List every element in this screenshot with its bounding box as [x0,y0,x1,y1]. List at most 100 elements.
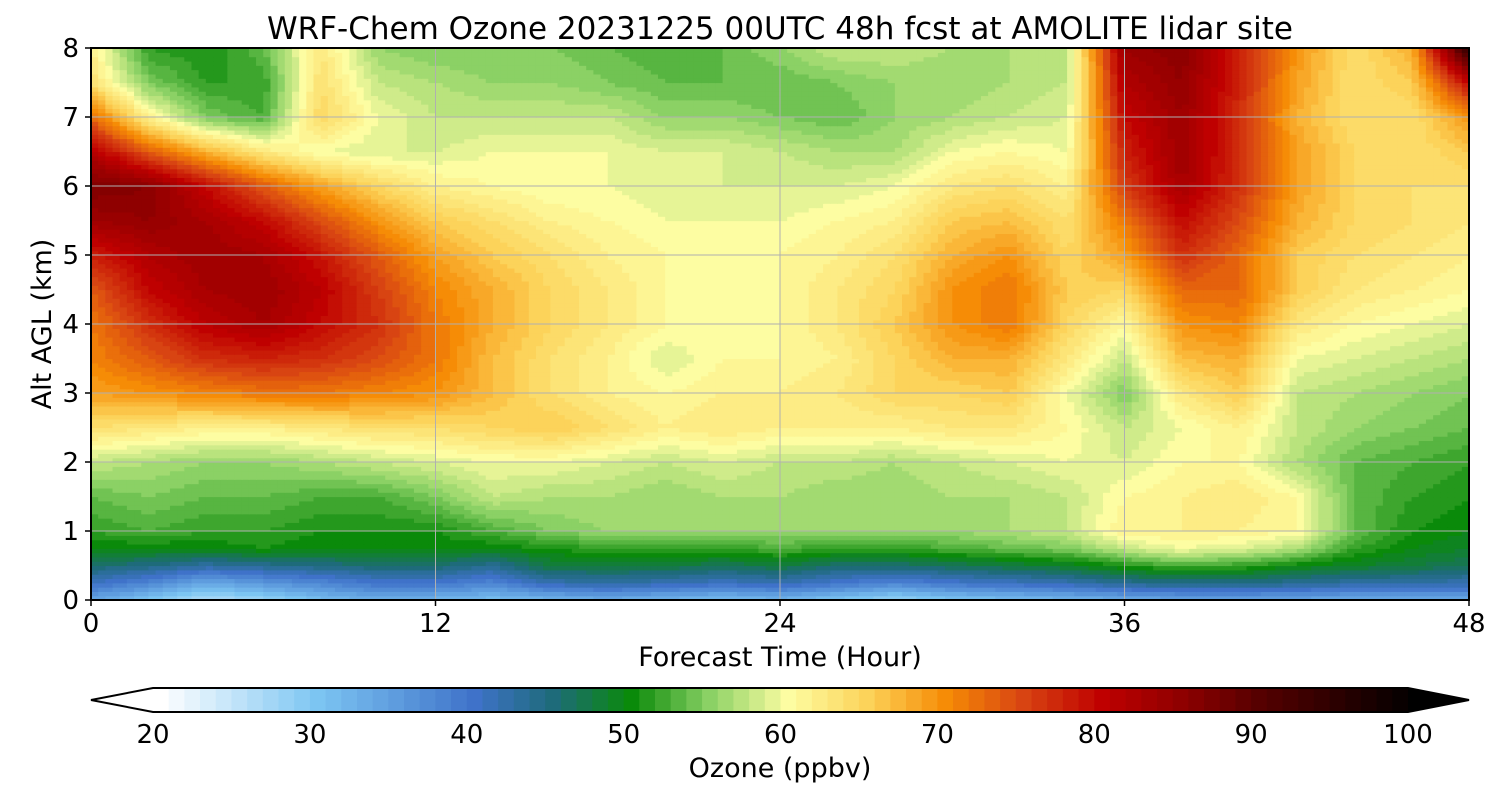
contour-cell [1046,531,1054,536]
contour-cell [1146,501,1154,506]
contour-cell [1132,540,1140,545]
contour-cell [328,574,336,579]
contour-cell [1282,587,1290,592]
contour-cell [1340,509,1348,514]
contour-cell [1139,574,1147,579]
contour-cell [622,570,630,575]
contour-cell [141,587,149,592]
contour-cell [1225,566,1233,571]
contour-cell [1125,518,1133,523]
contour-cell [313,522,321,527]
contour-cell [1261,540,1269,545]
contour-cell [1447,557,1455,562]
contour-cell [1160,509,1168,514]
contour-cell [500,535,508,540]
contour-cell [342,553,350,558]
contour-cell [1290,518,1298,523]
contour-cell [766,574,774,579]
contour-cell [845,522,853,527]
contour-cell [529,531,537,536]
contour-cell [1311,544,1319,549]
contour-cell [1017,574,1025,579]
contour-cell [608,553,616,558]
contour-cell [1376,501,1384,506]
contour-cell [191,570,199,575]
contour-cell [1218,578,1226,583]
contour-cell [1433,591,1441,596]
contour-cell [852,583,860,588]
contour-cell [134,522,142,527]
contour-cell [909,578,917,583]
contour-cell [1354,570,1362,575]
contour-cell [378,578,386,583]
contour-cell [1275,578,1283,583]
contour-cell [952,540,960,545]
contour-cell [773,553,781,558]
contour-cell [421,501,429,506]
contour-cell [1074,557,1082,562]
contour-cell [249,497,257,502]
contour-cell [514,488,522,493]
contour-cell [536,540,544,545]
contour-cell [1046,570,1054,575]
contour-cell [270,531,278,536]
contour-cell [1024,561,1032,566]
contour-cell [1046,501,1054,506]
contour-cell [249,540,257,545]
contour-cell [1390,488,1398,493]
contour-cell [220,583,228,588]
contour-cell [1189,531,1197,536]
contour-cell [91,583,99,588]
contour-cell [414,509,422,514]
contour-cell [1361,531,1369,536]
contour-cell [1376,544,1384,549]
contour-cell [1455,583,1463,588]
contour-cell [1189,492,1197,497]
contour-cell [522,566,530,571]
contour-cell [1175,583,1183,588]
contour-cell [773,497,781,502]
contour-cell [1282,574,1290,579]
contour-cell [1254,578,1262,583]
contour-cell [629,531,637,536]
contour-cell [1002,509,1010,514]
contour-cell [1060,557,1068,562]
contour-cell [888,531,896,536]
contour-cell [414,578,422,583]
contour-cell [1325,501,1333,506]
contour-cell [952,505,960,510]
contour-cell [1175,548,1183,553]
contour-cell [120,505,128,510]
contour-cell [758,548,766,553]
contour-cell [199,518,207,523]
contour-cell [1333,540,1341,545]
contour-cell [292,570,300,575]
contour-cell [665,509,673,514]
contour-cell [751,497,759,502]
contour-cell [1225,557,1233,562]
contour-cell [708,505,716,510]
contour-cell [744,531,752,536]
contour-cell [1160,497,1168,502]
contour-cell [156,492,164,497]
contour-cell [156,497,164,502]
contour-cell [622,509,630,514]
contour-cell [414,587,422,592]
contour-cell [235,522,243,527]
contour-cell [1426,505,1434,510]
contour-cell [680,587,688,592]
contour-cell [1168,544,1176,549]
contour-cell [436,561,444,566]
contour-cell [184,535,192,540]
contour-cell [608,518,616,523]
contour-cell [1397,540,1405,545]
contour-cell [392,509,400,514]
contour-cell [1412,561,1420,566]
contour-cell [902,557,910,562]
contour-cell [1074,548,1082,553]
contour-cell [1440,578,1448,583]
contour-cell [500,583,508,588]
contour-cell [392,591,400,596]
contour-cell [694,514,702,519]
contour-cell [1218,540,1226,545]
